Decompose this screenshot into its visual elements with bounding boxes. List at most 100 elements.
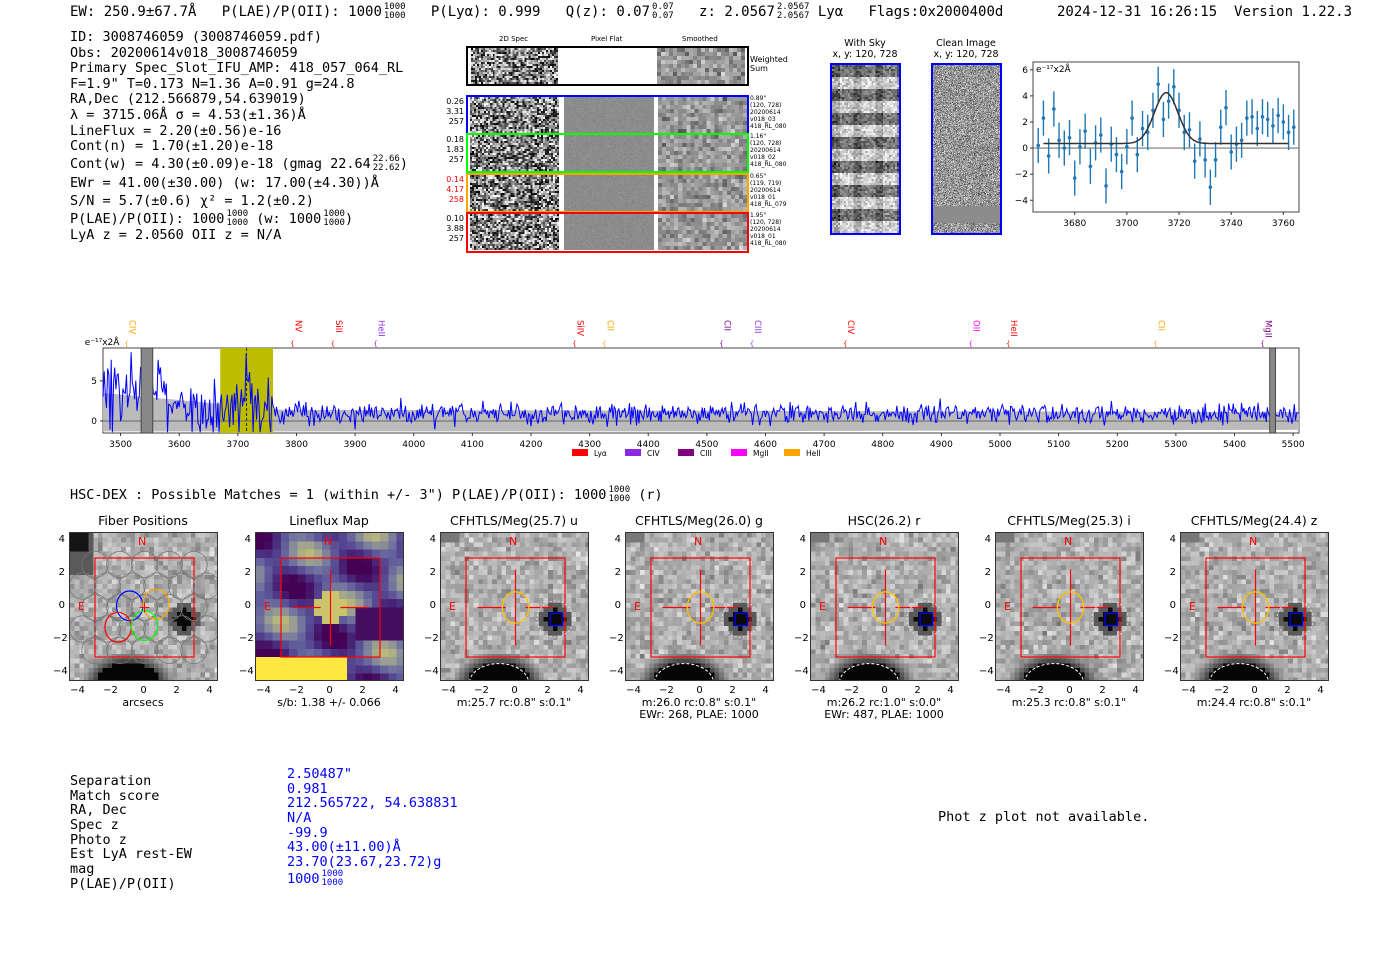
cutout-caption: EWr: 487, PLAE: 1000 <box>824 708 944 721</box>
error-band <box>103 392 1299 432</box>
summary-header: EW: 250.9±67.7Å P(LAE)/P(OII): 1000 1000 1… <box>70 3 1003 21</box>
cutout-caption: m:26.2 rc:1.0" s:0.0" <box>826 696 942 709</box>
line-id-bracket: { <box>373 340 377 348</box>
data-point <box>1229 150 1233 154</box>
spec-row-meta-line: 0.89" <box>750 95 767 102</box>
y-tick: 0 <box>799 599 806 611</box>
spec-row-meta-line: 20200614 <box>750 187 781 194</box>
y-tick: −4 <box>1164 665 1179 677</box>
fiber-pixelflat-image <box>564 135 654 171</box>
line-id-label: CII <box>1155 320 1165 331</box>
data-point <box>1161 117 1166 122</box>
x-tick: −4 <box>996 685 1011 696</box>
x-tick: −2 <box>659 685 674 696</box>
east-label: E <box>264 600 271 613</box>
match-value: 23.70(23.67,23.72)g <box>287 854 442 871</box>
spec-row-stats: 0.10 3.88 257 <box>444 214 464 244</box>
y-tick-label: 4 <box>1022 92 1028 102</box>
y-tick: 2 <box>58 566 65 578</box>
data-point <box>1166 99 1171 103</box>
info-lyaz: LyA z = 2.0560 OII z = N/A <box>70 226 282 243</box>
x-tick-label: 3720 <box>1168 219 1191 229</box>
fiber-2dspec-image <box>470 135 559 171</box>
with-sky-title: With Sky <box>844 38 886 49</box>
info-lambda: λ = 3715.06Å σ = 4.53(±1.36)Å <box>70 106 306 123</box>
line-id-label: SiII <box>333 320 343 333</box>
data-point <box>1255 126 1260 131</box>
spec-row-stats: 0.18 1.83 257 <box>444 135 464 165</box>
spec-row-stat: 0.18 <box>446 135 464 144</box>
cutout-image-2: N E <box>255 532 404 681</box>
x-tick-label: 5300 <box>1164 440 1187 450</box>
info-ewr: EWr = 41.00(±30.00) (w: 17.00(±4.30))Å <box>70 174 379 191</box>
y-tick: −2 <box>609 632 624 644</box>
x-tick: 0 <box>1251 685 1258 696</box>
detection-info: ID: 3008746059 (3008746059.pdf) Obs: 202… <box>70 29 408 243</box>
y-tick: 2 <box>1169 566 1176 578</box>
spec-row-meta-line: v018_01 <box>750 194 776 201</box>
match-label: Photo z <box>70 831 127 848</box>
qz-lo: 0.07 <box>652 11 674 21</box>
match-value: 2.50487" <box>287 766 353 782</box>
data-point <box>1208 185 1213 190</box>
data-point <box>1203 158 1207 162</box>
x-tick: −4 <box>70 685 85 696</box>
match-label: Est LyA rest-EW <box>70 846 192 863</box>
y-unit-label: e⁻¹⁷x2Å <box>1036 63 1072 75</box>
matches-band: (r) <box>638 487 663 503</box>
plae-lo: 1000 <box>383 11 406 21</box>
data-point <box>1041 116 1046 120</box>
line-id-bracket: { <box>843 340 847 348</box>
x-tick: −4 <box>441 685 456 696</box>
timestamp-version: 2024-12-31 16:26:15 Version 1.22.3 <box>1057 4 1352 20</box>
data-point <box>1072 176 1077 180</box>
spec-row-meta-line: 1.16" <box>750 133 767 140</box>
x-tick: 2 <box>1099 685 1106 696</box>
qz-hi: 0.07 <box>652 2 674 12</box>
y-tick-label: −2 <box>1015 170 1028 180</box>
fiber-pixelflat-image <box>564 214 654 250</box>
x-tick: −2 <box>1214 685 1229 696</box>
cutout-overlay <box>1020 557 1129 680</box>
spec-row-meta: 1.95" (120, 728) 20200614 v018_01 418_RL_080 <box>750 212 786 247</box>
spec-row-stats: 0.14 4.17 258 <box>444 175 464 205</box>
cutout-caption: m:26.0 rc:0.8" s:0.1" <box>641 696 757 709</box>
x-tick: 0 <box>881 685 888 696</box>
y-tick: 4 <box>58 533 65 545</box>
spec-row-fiber-3 <box>466 173 749 213</box>
z-line: Lyα <box>817 4 844 20</box>
cutout-overlay <box>70 551 217 665</box>
x-tick: −2 <box>103 685 118 696</box>
east-label: E <box>78 600 85 613</box>
legend-label: CIV <box>647 449 660 458</box>
col-title-2dspec: 2D Spec <box>499 35 529 43</box>
y-tick: 4 <box>244 533 251 545</box>
info-params: F=1.9" T=0.173 N=1.36 A=0.91 g=24.8 <box>70 75 355 92</box>
contw-text: Cont(w) = 4.30(±0.09)e-18 (gmag 22.64 <box>70 155 371 172</box>
x-tick-label: 4600 <box>754 440 777 450</box>
line-fit-chart: 3680 3700 3720 3740 3760 6 4 2 0 −2 −4 e⁻¹⁷x2Å <box>1015 61 1300 229</box>
weighted-sum-row <box>466 46 749 86</box>
spec-row-meta-line: (119, 719) <box>750 180 782 187</box>
match-value: 212.565722, 54.638831 <box>287 795 458 812</box>
full-spectrum-chart: 3500 3600 3700 3800 3900 4000 4100 4200 4300 4400… <box>85 320 1305 458</box>
fiber-smoothed-image <box>658 97 747 133</box>
spec-row-meta-line: v018_01 <box>750 233 776 240</box>
timestamp: 2024-12-31 16:26:15 <box>1057 4 1218 20</box>
legend-swatch <box>678 449 694 456</box>
north-label: N <box>324 535 333 548</box>
y-tick: −2 <box>239 632 254 644</box>
info-id: ID: 3008746059 (3008746059.pdf) <box>70 29 322 45</box>
weighted-2dspec-image <box>471 48 558 84</box>
line-id-label: CII <box>604 320 614 331</box>
data-point <box>1218 125 1223 130</box>
x-tick: −4 <box>811 685 826 696</box>
fiber-2dspec-image <box>470 175 559 211</box>
x-tick: −2 <box>1029 685 1044 696</box>
data-point <box>1187 128 1192 132</box>
data-point <box>1172 84 1176 89</box>
x-tick: 4 <box>206 685 213 696</box>
match-plae-lo: 1000 <box>321 877 344 888</box>
spec-row-stat: 257 <box>448 155 464 164</box>
col-title-pixelflat: Pixel Flat <box>591 35 623 43</box>
